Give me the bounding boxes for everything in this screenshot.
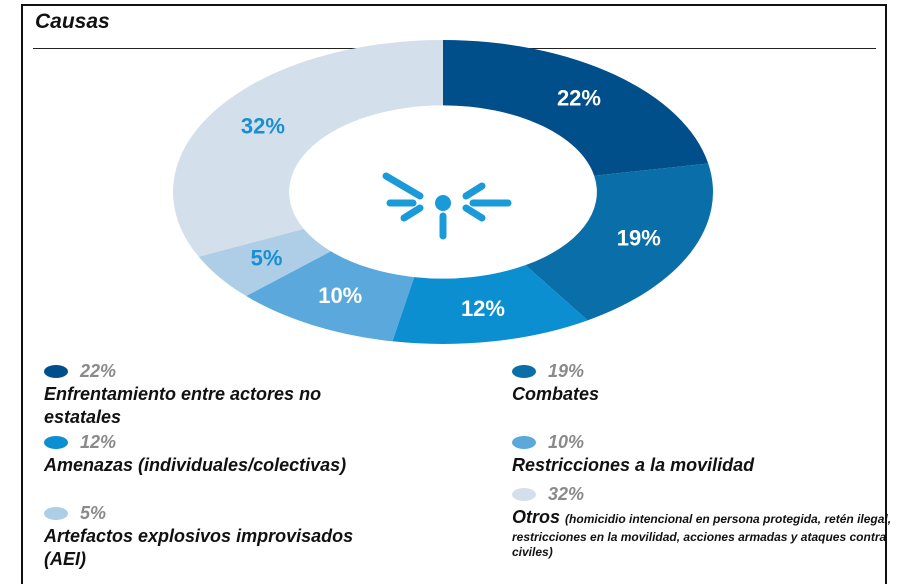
annotation: (homicidio intencional en persona proteg…: [512, 512, 892, 559]
data-label: 32%: [241, 113, 285, 138]
donut-segment: [172, 40, 443, 257]
legend-value: 10%: [548, 431, 585, 452]
legend-swatch: [44, 364, 68, 378]
legend-swatch: [44, 506, 68, 520]
data-label: 5%: [251, 245, 283, 270]
legend-swatch: [512, 435, 536, 449]
center-icon: [382, 172, 512, 240]
legend-item: 12% Amenazas (individuales/colectivas): [44, 432, 364, 477]
legend-value-row: 12%: [44, 432, 364, 452]
legend-value: 12%: [80, 431, 117, 452]
legend-text: Artefactos explosivos improvisados (AEI): [44, 526, 354, 569]
legend-swatch: [512, 364, 536, 378]
data-label: 10%: [318, 283, 362, 308]
legend-swatch: [512, 487, 536, 501]
data-label: 22%: [557, 85, 601, 110]
legend-value: 5%: [80, 502, 107, 523]
legend-label: Amenazas (individuales/colectivas): [44, 454, 364, 477]
legend-value-row: 32%: [512, 484, 908, 504]
data-label: 12%: [461, 296, 505, 321]
legend-value: 19%: [548, 360, 585, 381]
donut-segment: [392, 265, 588, 344]
legend-swatch: [44, 435, 68, 449]
legend-value-row: 22%: [44, 361, 334, 381]
donut-segment: [198, 228, 331, 297]
legend-text: Otros: [512, 507, 561, 527]
data-label: 19%: [617, 226, 661, 251]
legend-item: 19% Combates: [512, 361, 892, 406]
chart-title: Causas: [35, 10, 110, 33]
donut-segment: [525, 163, 713, 321]
legend-text: Enfrentamiento entre actores no estatale…: [44, 384, 322, 427]
legend-label: Combates: [512, 383, 892, 406]
legend-label: Otros (homicidio intencional en persona …: [512, 506, 908, 559]
donut-segment: [246, 251, 415, 342]
legend-item: 22% Enfrentamiento entre actores no estat…: [44, 361, 334, 429]
legend-value-row: 10%: [512, 432, 892, 452]
legend-value-row: 5%: [44, 503, 364, 523]
legend-item: 10% Restricciones a la movilidad: [512, 432, 892, 477]
legend-label: Restricciones a la movilidad: [512, 454, 892, 477]
legend-text: Restricciones a la movilidad: [512, 455, 755, 475]
legend-item: 32% Otros (homicidio intencional en perso…: [512, 484, 908, 559]
legend-value: 22%: [80, 360, 117, 381]
legend-label: Enfrentamiento entre actores no estatale…: [44, 383, 334, 429]
legend-text: Amenazas (individuales/colectivas): [44, 455, 347, 475]
donut-segment: [443, 40, 709, 176]
frame: [21, 4, 887, 584]
legend-item: 5% Artefactos explosivos improvisados (AE…: [44, 503, 364, 571]
legend-text: Combates: [512, 384, 600, 404]
legend-value: 32%: [548, 483, 585, 504]
legend-label: Artefactos explosivos improvisados (AEI): [44, 525, 364, 571]
legend-value-row: 19%: [512, 361, 892, 381]
